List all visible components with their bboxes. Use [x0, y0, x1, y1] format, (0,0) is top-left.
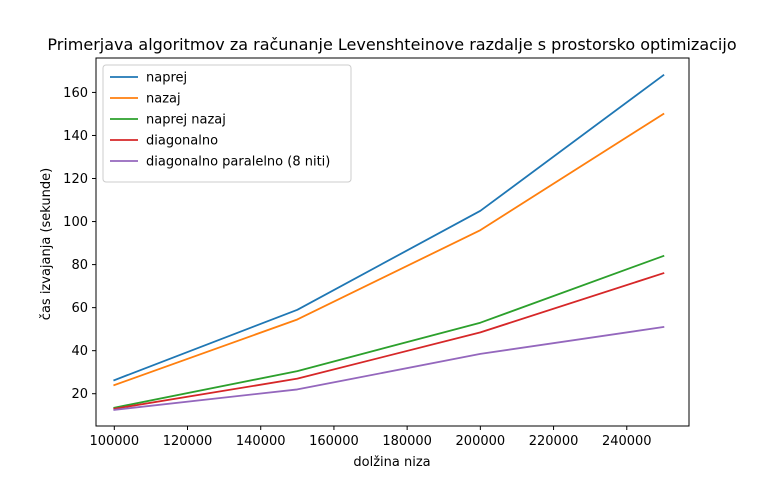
x-tick-label: 160000 — [309, 434, 359, 449]
y-tick-label: 140 — [63, 129, 88, 144]
x-tick-label: 220000 — [529, 434, 579, 449]
y-tick-label: 20 — [71, 387, 88, 402]
y-tick-label: 40 — [71, 344, 88, 359]
x-tick-label: 100000 — [89, 434, 139, 449]
x-tick-label: 140000 — [236, 434, 286, 449]
y-tick-label: 100 — [63, 215, 88, 230]
x-axis-label: dolžina niza — [353, 455, 430, 470]
legend-label-1: nazaj — [146, 92, 181, 107]
legend-label-0: naprej — [146, 71, 187, 86]
series-line-2 — [113, 254, 665, 409]
y-tick-label: 80 — [71, 258, 88, 273]
series-line-4 — [113, 325, 665, 411]
legend-label-4: diagonalno paralelno (8 niti) — [146, 155, 330, 170]
x-tick-label: 240000 — [602, 434, 652, 449]
y-tick-label: 120 — [63, 172, 88, 187]
series-line-1 — [113, 112, 665, 387]
x-tick-label: 120000 — [163, 434, 213, 449]
legend-box — [102, 64, 352, 183]
legend: naprej nazaj naprej nazaj diagonalno diagona… — [102, 64, 352, 183]
y-tick-label: 60 — [71, 301, 88, 316]
y-axis-label: čas izvajanja (sekunde) — [39, 168, 54, 320]
chart-title: Primerjava algoritmov za računanje Leven… — [47, 35, 736, 54]
series-line-3 — [113, 272, 665, 410]
series-line-0 — [113, 73, 665, 382]
x-tick-label: 200000 — [456, 434, 506, 449]
legend-label-3: diagonalno — [146, 134, 218, 149]
plot-area: 100000 120000 140000 160000 180000 200000 2200… — [63, 57, 690, 449]
y-tick-label: 160 — [63, 86, 88, 101]
plot-frame — [95, 57, 690, 427]
legend-label-2: naprej nazaj — [146, 113, 226, 128]
x-tick-label: 180000 — [382, 434, 432, 449]
